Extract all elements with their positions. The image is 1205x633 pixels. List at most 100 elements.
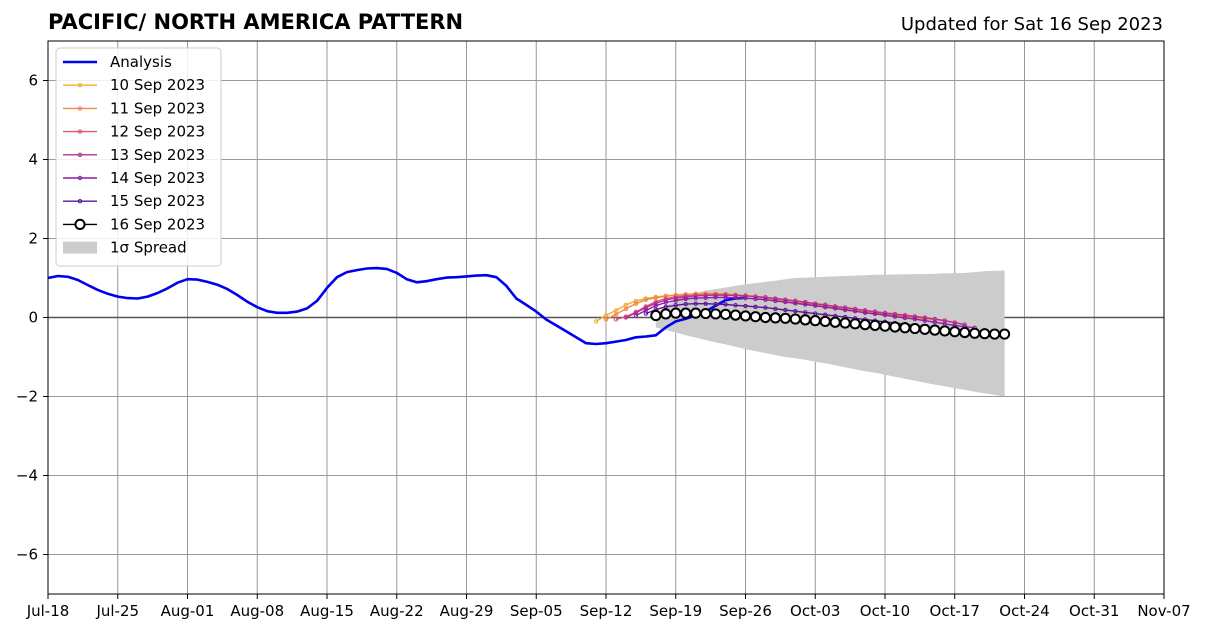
forecast-point [673, 298, 678, 303]
forecast-point [949, 326, 961, 338]
legend-swatch-marker [77, 83, 83, 88]
forecast-point [889, 321, 901, 333]
forecast-point [793, 301, 798, 306]
forecast-point [613, 308, 619, 313]
forecast-point [862, 310, 868, 315]
forecast-point [912, 316, 918, 322]
forecast-point [809, 315, 821, 327]
forecast-point [763, 305, 768, 310]
x-tick-label: Oct-10 [860, 602, 910, 620]
x-axis-ticks: Jul-18 Jul-25 Aug-01 Aug-08 Aug-15 Aug-22 Aug-… [26, 594, 1191, 620]
forecast-point [633, 313, 639, 318]
forecast-point [643, 297, 649, 302]
forecast-point [969, 327, 981, 339]
forecast-point [713, 292, 718, 298]
forecast-point [633, 298, 639, 304]
forecast-point [703, 293, 708, 298]
legend-label: 14 Sep 2023 [110, 169, 205, 187]
forecast-point [739, 310, 752, 322]
x-tick-label: Aug-08 [230, 602, 284, 620]
forecast-point [663, 300, 668, 305]
spread-layer [655, 270, 1005, 397]
y-axis-ticks: 6 4 2 0 −2 −4 −6 [16, 72, 48, 564]
forecast-point [783, 299, 788, 305]
forecast-point [829, 316, 841, 328]
forecast-point [729, 309, 742, 321]
forecast-point [879, 320, 891, 332]
forecast-point [799, 314, 811, 326]
forecast-point [673, 303, 678, 308]
forecast-point [813, 303, 818, 308]
legend-label: 10 Sep 2023 [110, 76, 205, 94]
forecast-point [593, 319, 599, 324]
forecast-point [670, 307, 682, 319]
forecast-point [723, 295, 728, 300]
forecast-point [929, 324, 941, 336]
forecast-point [613, 317, 619, 322]
forecast-point [683, 296, 688, 302]
forecast-point [653, 295, 659, 300]
forecast-point [733, 303, 738, 308]
forecast-point [710, 308, 722, 320]
x-tick-label: Sep-19 [649, 602, 702, 620]
forecast-point [643, 311, 649, 316]
forecast-point [789, 313, 801, 325]
forecast-point [852, 308, 858, 314]
forecast-point [653, 303, 659, 308]
forecast-point [783, 307, 788, 313]
forecast-point [603, 317, 609, 322]
forecast-series [650, 307, 1011, 340]
x-tick-label: Aug-01 [161, 602, 215, 620]
forecast-point [823, 305, 828, 310]
forecast-point [763, 297, 768, 302]
forecast-point [892, 314, 898, 319]
forecast-point [683, 301, 688, 307]
forecast-point [623, 302, 629, 308]
forecast-point [882, 312, 888, 318]
forecast-point [842, 307, 848, 313]
chart-title: PACIFIC/ NORTH AMERICA PATTERN [48, 10, 463, 34]
forecast-point [743, 295, 748, 301]
forecast-point [939, 325, 951, 337]
forecast-point [803, 302, 808, 307]
y-tick-label: 0 [28, 309, 38, 327]
forecast-point [650, 309, 662, 322]
legend-swatch-spread [63, 241, 97, 254]
forecast-point [803, 310, 808, 315]
y-tick-label: 4 [28, 151, 38, 169]
y-tick-label: 2 [28, 230, 38, 248]
legend-label: 15 Sep 2023 [110, 192, 205, 210]
forecast-point [703, 301, 708, 306]
forecast-point [773, 306, 778, 312]
forecast-point [690, 307, 702, 319]
y-tick-label: 6 [28, 72, 38, 90]
x-tick-label: Sep-12 [580, 602, 633, 620]
forecast-point [819, 315, 831, 328]
forecast-point [849, 318, 861, 330]
forecast-point [759, 311, 772, 324]
forecast-point [779, 312, 791, 324]
legend-label: 12 Sep 2023 [110, 123, 205, 141]
forecast-point [613, 312, 619, 317]
forecast-point [902, 315, 908, 321]
forecast-point [623, 315, 629, 320]
forecast-point [952, 320, 957, 325]
forecast-point [680, 307, 692, 319]
legend-swatch-marker [77, 129, 83, 134]
x-tick-label: Sep-26 [719, 602, 772, 620]
forecast-point [793, 308, 798, 314]
forecast-point [693, 295, 698, 301]
forecast-point [733, 295, 738, 300]
x-tick-label: Oct-03 [790, 602, 840, 620]
legend-box [55, 47, 222, 267]
forecast-line [625, 294, 965, 326]
forecast-point [633, 301, 639, 306]
forecast-point [979, 328, 991, 340]
x-tick-label: Aug-22 [370, 602, 424, 620]
forecast-point [872, 311, 878, 317]
x-tick-label: Aug-29 [440, 602, 494, 620]
forecast-point [769, 312, 781, 324]
spread-band [655, 270, 1005, 397]
forecast-point [713, 295, 718, 300]
